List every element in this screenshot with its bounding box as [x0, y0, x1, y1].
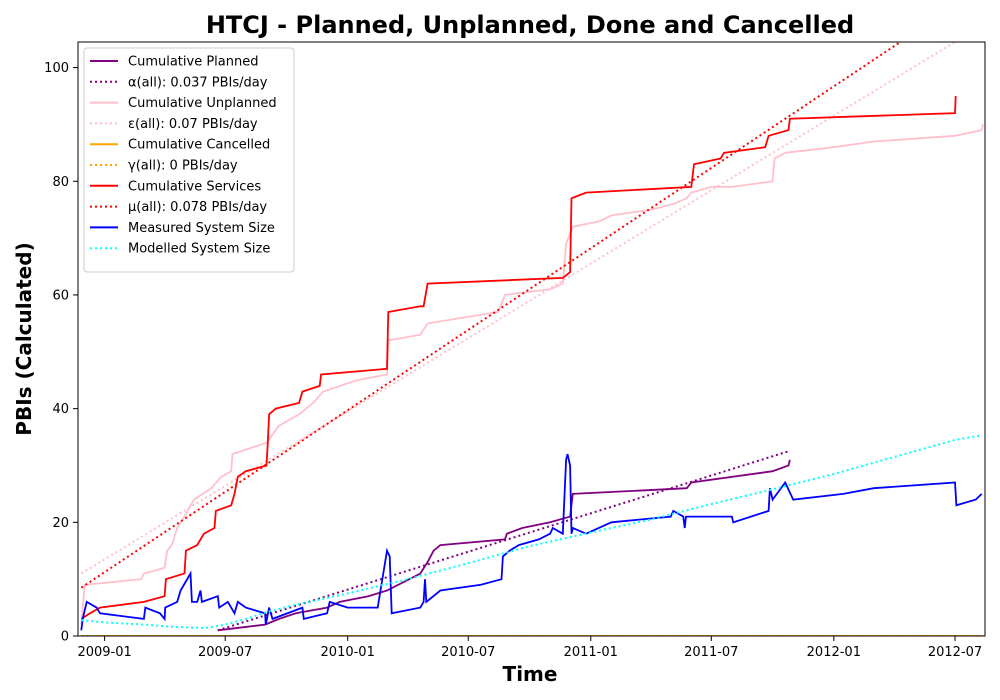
- x-axis-label: Time: [503, 662, 558, 686]
- series-line-10: [81, 434, 982, 630]
- legend: Cumulative Planned α(all): 0.037 PBIs/day…: [83, 47, 295, 273]
- y-axis-label: PBIs (Calculated): [12, 242, 36, 435]
- chart-title: HTCJ - Planned, Unplanned, Done and Canc…: [206, 11, 854, 39]
- series-line-3: [80, 124, 984, 625]
- legend-entry: Measured System Size: [128, 221, 275, 236]
- series-line-1: [217, 459, 791, 632]
- series-line-9: [80, 453, 983, 631]
- series-line-4: [80, 42, 956, 575]
- x-tick-label: 2012-01: [807, 645, 861, 660]
- legend-entry: ε(all): 0.07 PBIs/day: [128, 117, 258, 132]
- legend-entry: α(all): 0.037 PBIs/day: [128, 75, 268, 90]
- y-tick-label: 40: [52, 402, 69, 417]
- plot-area: [80, 42, 984, 636]
- plot-frame: [77, 41, 986, 637]
- legend-entry: γ(all): 0 PBIs/day: [128, 159, 238, 174]
- y-axis: 0 20 40 60 80 100: [44, 61, 78, 645]
- series-line-8: [80, 42, 901, 589]
- y-tick-label: 20: [52, 516, 69, 531]
- legend-entry: Cumulative Cancelled: [128, 138, 270, 153]
- series-line-7: [80, 95, 957, 620]
- x-tick-label: 2009-01: [77, 645, 131, 660]
- legend-entry: Modelled System Size: [128, 242, 270, 257]
- y-tick-label: 100: [44, 61, 69, 76]
- y-tick-label: 60: [52, 288, 69, 303]
- x-tick-label: 2011-01: [564, 645, 618, 660]
- x-tick-label: 2010-01: [321, 645, 375, 660]
- x-tick-label: 2009-07: [198, 645, 252, 660]
- x-tick-label: 2012-07: [928, 645, 982, 660]
- y-tick-label: 0: [61, 630, 69, 645]
- legend-entry: Cumulative Planned: [128, 55, 258, 70]
- legend-entry: μ(all): 0.078 PBIs/day: [128, 200, 267, 215]
- x-tick-label: 2010-07: [441, 645, 495, 660]
- x-axis: 2009-01 2009-07 2010-01 2010-07 2011-01 2011-…: [77, 636, 982, 660]
- legend-entry: Cumulative Unplanned: [128, 96, 277, 111]
- y-tick-label: 80: [52, 175, 69, 190]
- legend-box: [83, 47, 295, 273]
- x-tick-label: 2011-07: [684, 645, 738, 660]
- legend-entry: Cumulative Services: [128, 179, 261, 194]
